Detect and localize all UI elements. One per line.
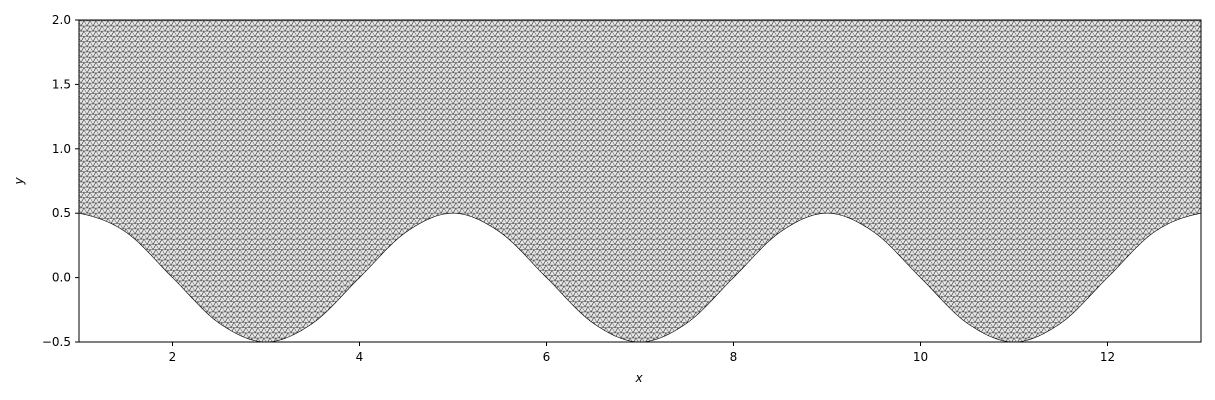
x-axis-label: x: [634, 371, 643, 385]
y-tick-label: 0.5: [52, 206, 71, 220]
plot-frame: [78, 19, 1202, 343]
y-tick-label: 0.0: [52, 271, 71, 285]
y-tick-label: −0.5: [42, 335, 71, 349]
x-tick-label: 10: [913, 350, 928, 364]
y-tick-label: 1.5: [52, 77, 71, 91]
y-axis: −0.5 0.0 0.5 1.0 1.5 2.0: [42, 13, 79, 349]
x-tick-label: 6: [543, 350, 551, 364]
x-tick-label: 4: [356, 350, 364, 364]
x-tick-label: 2: [169, 350, 177, 364]
y-axis-label: y: [12, 177, 26, 186]
x-tick-label: 8: [730, 350, 738, 364]
mesh-region: [79, 20, 1201, 342]
x-axis: 2 4 6 8 10 12: [169, 342, 1115, 364]
x-tick-label: 12: [1100, 350, 1115, 364]
y-tick-label: 2.0: [52, 13, 71, 27]
y-tick-label: 1.0: [52, 142, 71, 156]
plot-area: [79, 20, 1201, 342]
